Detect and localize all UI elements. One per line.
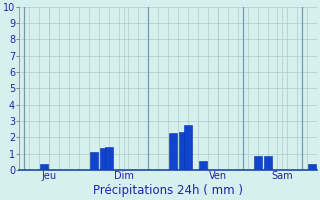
Bar	[264, 156, 272, 170]
X-axis label: Précipitations 24h ( mm ): Précipitations 24h ( mm )	[93, 184, 243, 197]
Bar	[40, 164, 48, 170]
Bar	[184, 125, 192, 170]
Bar	[254, 156, 261, 170]
Bar	[308, 164, 316, 170]
Bar	[179, 132, 187, 170]
Bar	[169, 133, 177, 170]
Bar	[100, 148, 108, 170]
Bar	[105, 147, 113, 170]
Bar	[199, 161, 207, 170]
Bar	[90, 152, 98, 170]
